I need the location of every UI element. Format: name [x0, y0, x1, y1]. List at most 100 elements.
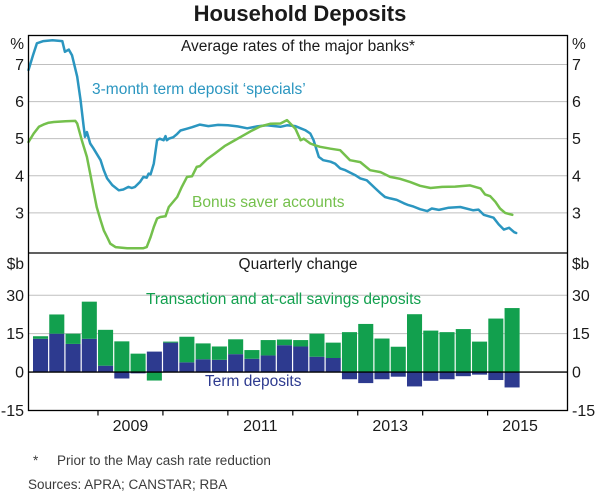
- bar-term-deposits-2008Q1: [32, 338, 49, 373]
- footnote-text: Prior to the May cash rate reduction: [57, 453, 271, 468]
- bar-savings-deposits-2014Q4: [472, 341, 488, 373]
- bar-term-deposits-2008Q4: [81, 338, 97, 373]
- bar-savings-deposits-2011Q2: [244, 350, 260, 359]
- bar-term-deposits-2009Q4: [146, 351, 162, 373]
- unit-label-top-right: %: [572, 36, 586, 53]
- bar-savings-deposits-2008Q4: [81, 301, 97, 339]
- ytick-top-left-4: 4: [15, 168, 24, 185]
- plot-border: [27, 34, 569, 412]
- bar-savings-deposits-2015Q1: [488, 318, 504, 373]
- bar-term-deposits-2008Q2: [49, 333, 65, 373]
- bar-savings-deposits-2009Q3: [130, 353, 146, 373]
- bar-term-deposits-2008Q3: [65, 343, 81, 373]
- ytick-bottom-left-30: 30: [6, 288, 24, 305]
- bar-term-deposits-2012Q4: [341, 372, 358, 380]
- bar-term-deposits-2012Q1: [293, 346, 309, 373]
- bar-savings-deposits-2014Q2: [439, 332, 455, 373]
- unit-label-bottom-right: $b: [572, 256, 589, 273]
- ytick-top-left-5: 5: [15, 131, 24, 148]
- ytick-top-right-6: 6: [572, 94, 581, 111]
- xtick-label-2013: 2013: [372, 418, 408, 435]
- ytick-bottom-right-30: 30: [572, 288, 590, 305]
- ytick-bottom-right-15: 15: [572, 326, 590, 343]
- footnote-marker: *: [33, 453, 39, 468]
- sources-text: Sources: APRA; CANSTAR; RBA: [28, 477, 228, 492]
- ytick-bottom-left-0: 0: [15, 365, 24, 382]
- unit-label-top-left: %: [10, 36, 24, 53]
- bar-savings-deposits-2015Q2: [504, 308, 520, 373]
- bar-savings-deposits-2010Q4: [211, 346, 227, 360]
- ytick-top-left-6: 6: [15, 94, 24, 111]
- ytick-top-left-3: 3: [15, 205, 24, 222]
- legend-savings-deposits: Transaction and at-call savings deposits: [146, 291, 422, 308]
- bar-term-deposits-2015Q1: [488, 372, 504, 381]
- bar-term-deposits-2012Q3: [325, 358, 341, 373]
- bar-savings-deposits-2009Q2: [114, 341, 130, 373]
- chart-title: Household Deposits: [193, 1, 407, 26]
- bar-term-deposits-2011Q2: [244, 358, 260, 373]
- bar-savings-deposits-2012Q4: [341, 332, 358, 373]
- bar-savings-deposits-2010Q3: [195, 343, 211, 360]
- bar-term-deposits-2015Q2: [504, 372, 520, 388]
- bar-term-deposits-2014Q3: [455, 372, 471, 377]
- xtick-label-2009: 2009: [113, 418, 149, 435]
- legend-term-deposit-specials: 3-month term deposit ‘specials’: [92, 81, 306, 98]
- bar-savings-deposits-2014Q3: [455, 329, 471, 373]
- bar-savings-deposits-2008Q2: [49, 314, 65, 334]
- bar-savings-deposits-2013Q2: [374, 338, 390, 373]
- bar-savings-deposits-2011Q3: [260, 340, 276, 356]
- bar-term-deposits-2014Q1: [423, 372, 439, 381]
- line-term-deposit-specials: [27, 39, 518, 235]
- bar-savings-deposits-2009Q1: [98, 329, 114, 366]
- bar-term-deposits-2009Q1: [98, 365, 114, 373]
- bar-savings-deposits-2012Q1: [293, 340, 309, 347]
- bar-savings-deposits-2013Q4: [406, 314, 423, 373]
- bar-term-deposits-2010Q4: [211, 359, 227, 373]
- xtick-label-2011: 2011: [243, 418, 278, 435]
- line-bonus-saver-accounts: [27, 118, 514, 250]
- bar-savings-deposits-2014Q1: [423, 330, 439, 373]
- bar-term-deposits-2013Q2: [374, 372, 390, 380]
- bar-term-deposits-2010Q2: [179, 362, 195, 373]
- bar-savings-deposits-2009Q4: [146, 372, 162, 381]
- ytick-bottom-left--15: -15: [1, 403, 24, 420]
- bar-term-deposits-2011Q4: [276, 345, 292, 373]
- bar-savings-deposits-2012Q3: [325, 342, 341, 358]
- bar-savings-deposits-2011Q1: [228, 339, 244, 355]
- ytick-bottom-right-0: 0: [572, 365, 581, 382]
- bottom-panel-title: Quarterly change: [238, 256, 358, 273]
- ytick-top-right-5: 5: [572, 131, 581, 148]
- bar-term-deposits-2013Q3: [390, 372, 406, 377]
- bar-savings-deposits-2008Q3: [65, 333, 81, 344]
- bar-term-deposits-2014Q2: [439, 372, 455, 380]
- bar-savings-deposits-2010Q1: [163, 341, 179, 343]
- bar-term-deposits-2011Q3: [260, 355, 276, 373]
- top-panel-title: Average rates of the major banks*: [180, 38, 416, 55]
- ytick-top-right-4: 4: [572, 168, 581, 185]
- bar-savings-deposits-2013Q1: [358, 323, 374, 373]
- bar-savings-deposits-2012Q2: [309, 333, 325, 357]
- bar-term-deposits-2009Q2: [114, 372, 130, 379]
- bar-savings-deposits-2008Q1: [32, 336, 49, 339]
- bar-term-deposits-2010Q1: [163, 342, 179, 373]
- bar-term-deposits-2013Q4: [406, 372, 423, 387]
- ytick-top-left-7: 7: [15, 57, 24, 74]
- bar-term-deposits-2013Q1: [358, 372, 374, 384]
- legend-bonus-saver-accounts: Bonus saver accounts: [192, 194, 345, 211]
- ytick-bottom-left-15: 15: [6, 326, 24, 343]
- bar-term-deposits-2011Q1: [228, 354, 244, 373]
- legend-term-deposits: Term deposits: [205, 373, 302, 390]
- bar-term-deposits-2010Q3: [195, 359, 211, 373]
- ytick-top-right-7: 7: [572, 57, 581, 74]
- bar-savings-deposits-2011Q4: [276, 339, 292, 346]
- bar-savings-deposits-2013Q3: [390, 346, 406, 373]
- xtick-label-2015: 2015: [502, 418, 538, 435]
- unit-label-bottom-left: $b: [7, 256, 24, 273]
- ytick-top-right-3: 3: [572, 205, 581, 222]
- bar-savings-deposits-2010Q2: [179, 336, 195, 363]
- ytick-bottom-right--15: -15: [572, 403, 595, 420]
- bar-term-deposits-2012Q2: [309, 356, 325, 373]
- bar-term-deposits-2014Q4: [472, 372, 488, 375]
